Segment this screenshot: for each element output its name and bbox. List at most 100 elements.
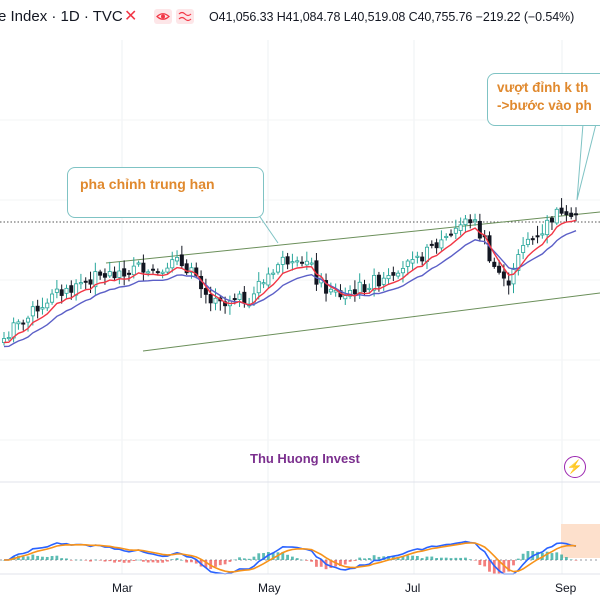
wave-icon[interactable] [176,9,194,24]
candle-body [473,219,478,222]
candle [256,272,261,300]
macd-hist-bar [151,560,155,563]
candle-body [107,271,112,277]
candle-body [175,256,180,262]
macd-hist-bar [262,553,265,560]
candle-body [102,273,107,278]
candle-body [376,274,381,287]
macd-hist-bar [271,552,275,560]
candle-body [463,218,468,226]
candle-body [492,261,497,267]
macd-hist-bar [89,560,92,562]
candle-body [372,274,377,291]
macd-hist-bar [21,556,25,560]
channel-lower-line [142,292,600,352]
candle [69,280,74,300]
macd-hist-bar [363,558,366,560]
macd-hist-bar [372,555,376,560]
macd-hist-bar [440,557,443,560]
candle-body [208,293,213,304]
lightning-icon[interactable]: ⚡ [564,456,586,478]
candle [40,297,45,315]
candle [410,251,415,270]
macd-hist-bar [478,560,482,565]
candle-body [280,256,285,265]
candle [199,270,204,298]
close-x-icon[interactable]: ✕ [124,8,138,25]
macd-hist-bar [117,560,121,562]
macd-hist-bar [315,560,318,567]
eye-icon[interactable] [154,9,172,24]
candle [400,261,405,283]
candle [136,260,141,267]
candle [521,237,526,260]
annotation-box-middle[interactable] [67,167,264,218]
candle [160,269,165,279]
macd-hist-bar [281,551,285,560]
candle [511,263,516,294]
x-tick-may: May [258,581,281,595]
candle [348,285,353,299]
macd-hist-bar [358,557,362,560]
candle [525,232,530,248]
candle [324,273,329,302]
candle [227,295,232,315]
candle-body [50,293,55,303]
candle-body [477,220,482,239]
candle-body [16,321,21,325]
ma-fast-line [3,219,577,344]
candle-body [300,261,305,264]
candle [151,264,156,274]
candle [477,213,482,242]
macd-hist-bar [526,551,530,560]
candle-body [381,277,386,285]
candle [564,205,569,222]
candle-body [444,235,449,238]
candle [131,257,136,279]
macd-hist-bar [93,559,97,561]
candle-body [136,262,141,265]
candle-body [554,208,559,224]
macd-hist-bar [60,558,64,560]
macd-hist-bar [218,560,222,566]
candle [6,331,11,341]
candle [146,269,151,277]
candle-body [530,238,535,241]
macd-hist-bar [69,560,73,561]
candle [420,252,425,266]
candle-body [545,219,550,236]
macd-hist-bar [238,557,241,560]
candle-body [559,207,564,214]
macd-hist-bar [444,557,448,560]
candle [112,266,117,281]
candle-body [295,260,300,263]
candle [141,254,146,281]
candle-body [213,297,218,304]
macd-highlight-zone [561,524,600,558]
macd-hist-bar [401,556,405,560]
macd-hist-bar [98,560,102,561]
candle-body [396,272,401,277]
macd-hist-bar [31,554,35,560]
watermark: Thu Huong Invest [250,451,360,466]
macd-hist-bar [310,560,314,562]
candle-body [21,322,26,325]
candle [45,298,50,312]
candle-body [261,282,266,285]
candle [170,251,175,273]
macd-hist-bar [291,556,294,560]
symbol-title[interactable]: e Index · 1D · TVC [0,8,123,25]
candle-body [309,262,314,265]
candle-body [429,243,434,246]
candle-body [569,212,574,217]
candle-body [549,217,554,223]
candle [50,289,55,305]
macd-hist-bar [166,560,169,562]
annotation-box-top-right[interactable] [487,73,600,126]
candle [444,233,449,241]
candle [381,271,386,291]
macd-hist-bar [132,560,136,561]
candle-body [290,261,295,264]
candle-body [117,270,122,278]
